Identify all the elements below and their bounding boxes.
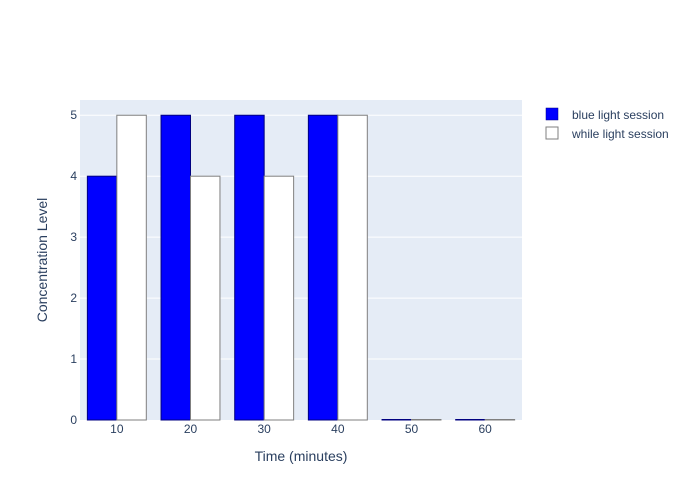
y-tick-label-2: 2 xyxy=(70,291,77,305)
bar-while-light-session-30[interactable] xyxy=(263,175,295,421)
bar-blue-light-session-10[interactable] xyxy=(86,175,118,421)
y-tick-label-4: 4 xyxy=(70,169,77,183)
bar-while-light-session-10[interactable] xyxy=(116,114,147,421)
bar-blue-light-session-40[interactable] xyxy=(307,114,339,421)
x-tick-label-40: 40 xyxy=(331,422,345,436)
y-axis-ticks: 0 1 2 3 4 5 xyxy=(70,108,77,427)
y-tick-label-3: 3 xyxy=(70,230,77,244)
bar-blue-light-session-30[interactable] xyxy=(234,114,265,421)
y-tick-label-1: 1 xyxy=(70,352,77,366)
y-tick-label-0: 0 xyxy=(70,413,77,427)
x-tick-label-20: 20 xyxy=(184,422,198,436)
legend-swatch-while-light-session[interactable] xyxy=(545,126,559,140)
bar-marks xyxy=(86,114,516,421)
plot-background xyxy=(80,100,522,420)
bar-blue-light-session-60[interactable] xyxy=(455,419,486,421)
bar-blue-light-session-20[interactable] xyxy=(160,114,192,421)
x-axis-ticks: 10 20 30 40 50 60 xyxy=(110,422,492,436)
grid-lines xyxy=(80,114,522,360)
x-axis-title: Time (minutes) xyxy=(255,448,348,464)
x-tick-label-30: 30 xyxy=(257,422,271,436)
x-tick-label-60: 60 xyxy=(478,422,492,436)
x-tick-label-50: 50 xyxy=(405,422,419,436)
bar-while-light-session-40[interactable] xyxy=(337,114,368,421)
y-tick-label-5: 5 xyxy=(70,108,77,122)
legend-swatch-blue-light-session[interactable] xyxy=(545,107,559,121)
bar-while-light-session-50[interactable] xyxy=(411,419,442,421)
bar-while-light-session-60[interactable] xyxy=(484,419,516,421)
legend: blue light session while light session xyxy=(545,107,669,141)
y-axis-title: Concentration Level xyxy=(34,198,50,323)
bar-while-light-session-20[interactable] xyxy=(190,175,221,421)
legend-label-blue-light-session[interactable]: blue light session xyxy=(572,108,664,122)
bar-blue-light-session-50[interactable] xyxy=(381,419,412,421)
x-tick-label-10: 10 xyxy=(110,422,124,436)
legend-label-while-light-session[interactable]: while light session xyxy=(571,127,669,141)
